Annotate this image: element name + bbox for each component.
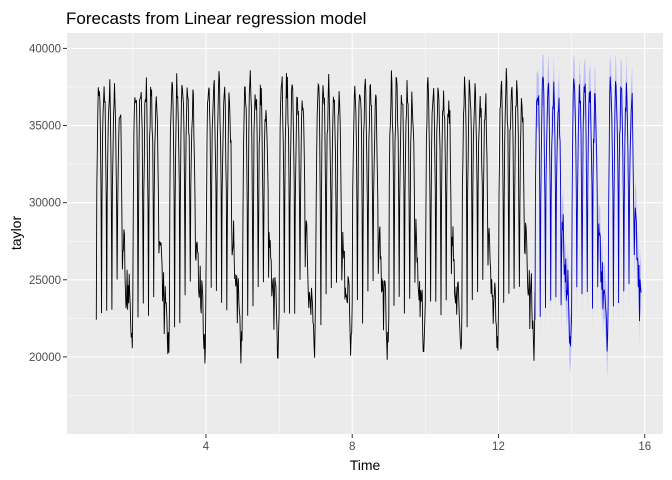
x-axis-title: Time <box>350 457 381 473</box>
y-axis-title: taylor <box>8 216 24 251</box>
x-tick-label: 12 <box>492 441 505 453</box>
series-lines <box>95 68 642 364</box>
chart-title: Forecasts from Linear regression model <box>66 9 366 28</box>
y-tick-label: 35000 <box>29 121 61 133</box>
x-tick-label: 4 <box>203 441 210 453</box>
observed-series-line <box>95 68 536 364</box>
x-tick-label: 8 <box>349 441 355 453</box>
x-tick-label: 16 <box>638 441 651 453</box>
y-tick-label: 20000 <box>29 352 61 364</box>
forecast-series-line <box>534 76 642 352</box>
y-tick-label: 30000 <box>29 198 61 210</box>
y-tick-label: 25000 <box>29 275 61 287</box>
axis-ticks: 4 8 12 16 20000 25000 30000 35000 40000 <box>29 43 651 453</box>
y-tick-label: 40000 <box>29 43 61 55</box>
